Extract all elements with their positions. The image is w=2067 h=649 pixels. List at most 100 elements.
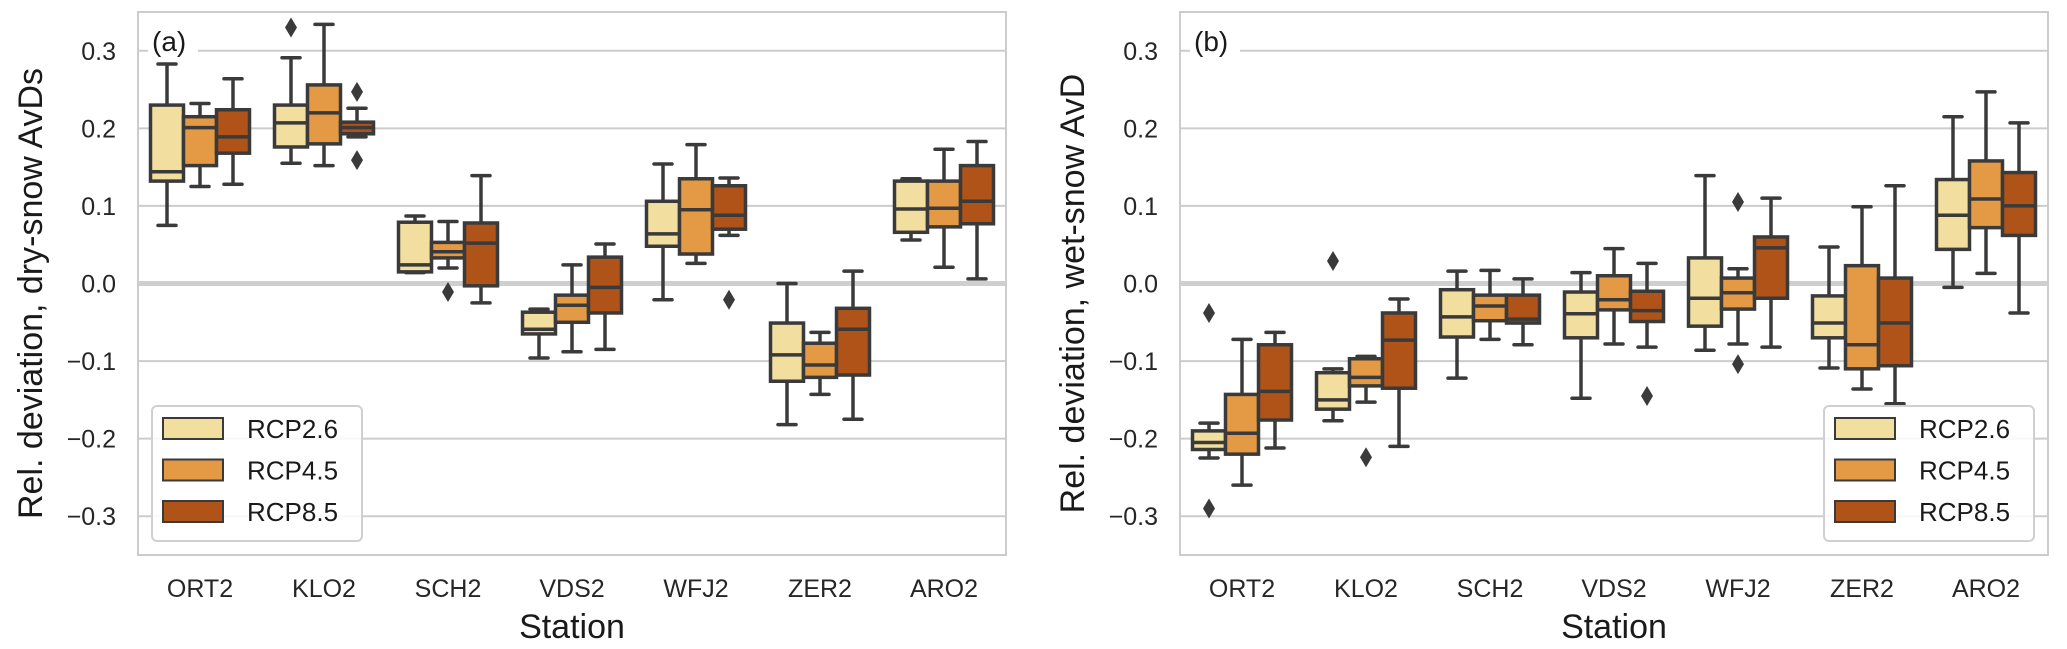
y-tick-label: 0.2 bbox=[81, 115, 116, 143]
x-tick-label: ZER2 bbox=[1830, 575, 1894, 603]
outlier-marker bbox=[442, 282, 454, 303]
iqr-box bbox=[677, 177, 715, 256]
box-rcp45-ort2 bbox=[181, 101, 219, 189]
y-tick-label: 0.0 bbox=[1123, 271, 1158, 299]
box-rcp85-aro2 bbox=[2000, 121, 2038, 315]
iqr-box bbox=[1380, 311, 1418, 390]
box-rcp45-wfj2 bbox=[677, 142, 715, 266]
panel-a-x-axis-label: Station bbox=[519, 608, 625, 646]
panel-b-tag: (b) bbox=[1194, 26, 1228, 57]
box-rcp26-sch2 bbox=[1438, 269, 1476, 380]
iqr-box bbox=[272, 103, 310, 149]
iqr-box bbox=[1347, 356, 1385, 388]
panel-a-x-ticks: ORT2 KLO2 SCH2 VDS2 WFJ2 ZER2 ARO2 bbox=[167, 575, 978, 603]
x-tick-label: VDS2 bbox=[539, 575, 604, 603]
box-rcp26-ort2 bbox=[1190, 302, 1228, 519]
iqr-box bbox=[834, 306, 872, 377]
box-rcp26-zer2 bbox=[1810, 245, 1848, 370]
panel-a: −0.3 −0.2 −0.1 0.0 0.1 0.2 0.3 ORT2 KLO2 SCH2 VDS… bbox=[12, 11, 1007, 646]
outlier-marker bbox=[1641, 385, 1653, 406]
box-rcp26-klo2 bbox=[1314, 251, 1352, 423]
panel-a-tag-background bbox=[148, 40, 198, 58]
box-rcp26-aro2 bbox=[1934, 114, 1972, 290]
iqr-box bbox=[1843, 263, 1881, 371]
panel-a-frame bbox=[137, 11, 1007, 556]
legend-swatch-rcp26 bbox=[162, 417, 224, 440]
panel-b-x-axis-label: Station bbox=[1561, 608, 1667, 646]
box-rcp85-wfj2 bbox=[710, 176, 748, 310]
iqr-box bbox=[1223, 392, 1261, 456]
x-tick-label: SCH2 bbox=[1457, 575, 1524, 603]
x-tick-label: WFJ2 bbox=[1705, 575, 1770, 603]
iqr-box bbox=[1471, 293, 1509, 323]
iqr-box bbox=[644, 199, 682, 249]
iqr-box bbox=[462, 221, 500, 288]
panel-b-y-ticks: −0.3 −0.2 −0.1 0.0 0.1 0.2 0.3 bbox=[1109, 38, 1158, 531]
iqr-box bbox=[925, 179, 963, 229]
x-tick-label: ZER2 bbox=[788, 575, 852, 603]
y-tick-label: −0.1 bbox=[1109, 348, 1158, 376]
iqr-box bbox=[2000, 170, 2038, 238]
panel-b-x-ticks: ORT2 KLO2 SCH2 VDS2 WFJ2 ZER2 ARO2 bbox=[1209, 575, 2020, 603]
legend-swatch-rcp85 bbox=[162, 500, 224, 523]
iqr-box bbox=[214, 107, 252, 155]
outlier-marker bbox=[285, 17, 297, 38]
iqr-box bbox=[1595, 273, 1633, 312]
x-tick-label: SCH2 bbox=[415, 575, 482, 603]
y-tick-label: −0.3 bbox=[1109, 503, 1158, 531]
y-tick-label: −0.2 bbox=[1109, 426, 1158, 454]
legend-label: RCP8.5 bbox=[1919, 497, 2010, 527]
y-tick-label: 0.0 bbox=[81, 271, 116, 299]
box-rcp85-aro2 bbox=[958, 139, 996, 281]
y-tick-label: 0.3 bbox=[1123, 38, 1158, 66]
panel-b-legend: RCP2.6 RCP4.5 RCP8.5 bbox=[1823, 405, 2035, 542]
y-tick-label: −0.2 bbox=[67, 426, 116, 454]
iqr-box bbox=[892, 179, 930, 235]
iqr-box bbox=[768, 321, 806, 383]
box-rcp85-ort2 bbox=[1256, 330, 1294, 450]
iqr-box bbox=[1438, 287, 1476, 339]
y-tick-label: −0.1 bbox=[67, 348, 116, 376]
outlier-marker bbox=[1732, 192, 1744, 213]
box-rcp45-wfj2 bbox=[1719, 192, 1757, 375]
iqr-box bbox=[586, 255, 624, 315]
box-rcp85-zer2 bbox=[834, 269, 872, 421]
box-rcp45-vds2 bbox=[553, 263, 591, 354]
box-rcp45-ort2 bbox=[1223, 337, 1261, 487]
iqr-box bbox=[1967, 159, 2005, 230]
iqr-box bbox=[1628, 289, 1666, 324]
legend-swatch-rcp45 bbox=[162, 458, 224, 482]
x-tick-label: KLO2 bbox=[292, 575, 356, 603]
legend-label: RCP2.6 bbox=[247, 414, 338, 444]
iqr-box bbox=[801, 341, 839, 380]
box-rcp26-vds2 bbox=[1562, 270, 1600, 401]
iqr-box bbox=[181, 114, 219, 168]
box-rcp26-wfj2 bbox=[644, 162, 682, 302]
legend-label: RCP4.5 bbox=[247, 456, 338, 486]
outlier-marker bbox=[1327, 251, 1339, 272]
panel-a-y-axis-label: Rel. deviation, dry-snow AvDs bbox=[12, 68, 50, 519]
box-rcp85-klo2 bbox=[1380, 297, 1418, 449]
x-tick-label: ARO2 bbox=[1952, 575, 2020, 603]
panel-b-tag-background bbox=[1190, 40, 1240, 58]
box-rcp26-sch2 bbox=[396, 214, 434, 275]
box-rcp85-vds2 bbox=[586, 242, 624, 352]
iqr-box bbox=[553, 293, 591, 325]
iqr-box bbox=[1314, 370, 1352, 411]
iqr-box bbox=[1190, 429, 1228, 452]
legend-swatch-rcp45 bbox=[1834, 458, 1896, 482]
panel-a-boxes bbox=[148, 17, 996, 427]
panel-b-frame bbox=[1179, 11, 2049, 556]
x-tick-label: WFJ2 bbox=[663, 575, 728, 603]
box-rcp85-sch2 bbox=[462, 173, 500, 305]
legend-label: RCP2.6 bbox=[1919, 414, 2010, 444]
box-rcp45-klo2 bbox=[1347, 354, 1385, 468]
box-rcp45-klo2 bbox=[305, 22, 343, 168]
box-rcp45-aro2 bbox=[1967, 90, 2005, 276]
x-tick-label: VDS2 bbox=[1581, 575, 1646, 603]
panel-a-tag: (a) bbox=[152, 26, 186, 57]
y-tick-label: 0.2 bbox=[1123, 115, 1158, 143]
outlier-marker bbox=[1732, 354, 1744, 375]
iqr-box bbox=[1256, 343, 1294, 422]
box-rcp85-sch2 bbox=[1504, 277, 1542, 347]
